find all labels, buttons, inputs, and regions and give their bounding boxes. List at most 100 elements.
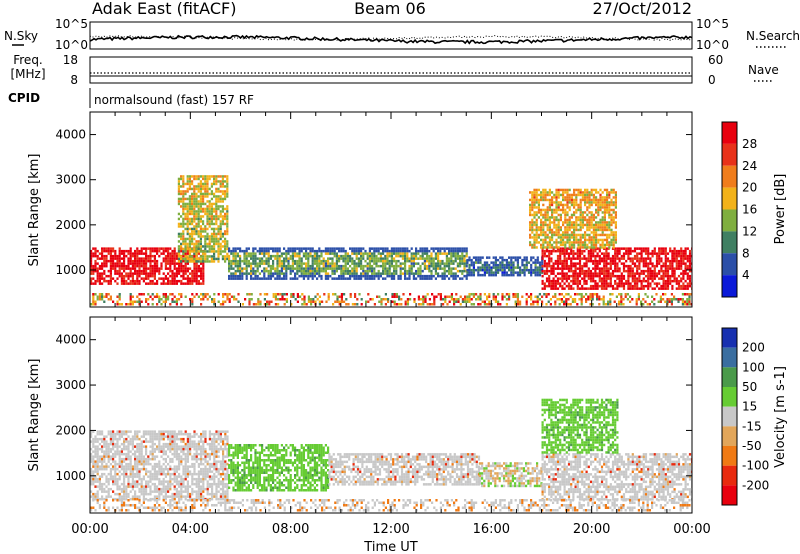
power-cell	[245, 252, 248, 255]
power-cell	[164, 295, 167, 298]
power-cell	[406, 259, 409, 263]
power-cell	[250, 254, 253, 258]
power-cell	[609, 262, 612, 265]
power-cell	[222, 300, 225, 303]
power-cell	[193, 227, 196, 231]
power-cell	[195, 245, 198, 248]
power-cell	[461, 249, 464, 253]
power-cell	[556, 257, 560, 260]
power-cell	[614, 226, 617, 229]
power-cell	[182, 282, 185, 285]
power-cell	[210, 255, 213, 258]
power-cell	[395, 267, 398, 270]
power-cell	[202, 200, 205, 203]
power-cell	[368, 269, 371, 273]
power-cell	[514, 266, 517, 269]
power-cell	[362, 257, 365, 260]
velocity-cell	[114, 467, 117, 471]
power-cell	[162, 272, 165, 275]
power-cell	[590, 231, 593, 234]
velocity-cell	[112, 440, 115, 443]
power-cell	[379, 254, 382, 258]
power-cell	[614, 282, 617, 285]
power-cell	[562, 236, 565, 239]
power-cell	[505, 261, 508, 264]
power-cell	[530, 298, 533, 301]
power-cell	[603, 198, 606, 202]
power-cell	[219, 210, 222, 213]
velocity-cell	[116, 452, 119, 456]
power-cell	[562, 221, 565, 224]
power-cell	[585, 257, 588, 260]
power-cell	[680, 277, 683, 280]
power-cell	[570, 241, 573, 244]
power-cell	[426, 252, 429, 255]
power-cell	[622, 274, 626, 278]
velocity-cell	[114, 455, 117, 458]
power-cell	[592, 198, 595, 202]
power-cell	[371, 257, 374, 260]
power-cell	[164, 259, 167, 263]
power-cell	[224, 230, 227, 233]
power-cell	[583, 277, 586, 280]
power-cell	[533, 213, 536, 217]
power-cell	[184, 207, 187, 211]
power-cell	[276, 272, 279, 275]
power-cell	[545, 295, 548, 298]
power-cell	[173, 252, 176, 255]
power-cell	[490, 261, 493, 264]
power-cell	[666, 284, 670, 288]
power-cell	[607, 303, 610, 306]
power-cell	[177, 202, 180, 206]
power-cell	[145, 300, 148, 303]
power-cell	[588, 228, 591, 232]
power-cell	[184, 295, 187, 298]
power-cell	[592, 259, 595, 263]
power-cell	[573, 238, 576, 242]
power-cell	[415, 254, 418, 258]
beam-title: Beam 06	[354, 0, 426, 18]
power-cell	[516, 256, 519, 259]
power-cell	[510, 268, 513, 272]
power-cell	[125, 249, 128, 253]
power-cell	[673, 277, 676, 280]
power-cell	[505, 273, 508, 277]
power-cell	[285, 249, 288, 253]
power-cell	[529, 241, 532, 244]
power-cell	[468, 300, 471, 303]
power-cell	[247, 247, 250, 250]
power-cell	[208, 295, 211, 298]
power-cell	[313, 262, 316, 265]
power-cell	[215, 227, 218, 231]
power-cell	[492, 271, 495, 274]
power-cell	[437, 274, 440, 278]
power-cell	[184, 222, 187, 226]
power-cell	[629, 269, 632, 273]
power-cell	[586, 221, 589, 224]
power-cell	[199, 232, 202, 236]
power-cell	[250, 262, 253, 265]
power-cell	[512, 273, 515, 277]
velocity-cell	[96, 472, 99, 476]
power-cell	[499, 256, 502, 259]
power-cell	[576, 252, 579, 255]
power-cell	[463, 247, 466, 250]
power-cell	[625, 252, 628, 255]
power-cell	[188, 240, 191, 243]
power-cell	[606, 188, 609, 192]
power-cell	[552, 295, 555, 298]
power-cell	[355, 274, 358, 278]
power-cell	[525, 256, 528, 259]
power-cell	[285, 254, 288, 258]
power-cell	[279, 293, 282, 296]
power-cell	[103, 279, 106, 283]
power-cell	[592, 196, 595, 199]
power-cell	[568, 221, 571, 224]
power-cell	[129, 295, 132, 298]
power-cell	[399, 262, 402, 265]
power-cell	[234, 257, 237, 260]
power-cell	[366, 254, 369, 258]
power-cell	[570, 274, 573, 278]
power-cell	[309, 254, 312, 258]
power-cell	[544, 238, 547, 242]
